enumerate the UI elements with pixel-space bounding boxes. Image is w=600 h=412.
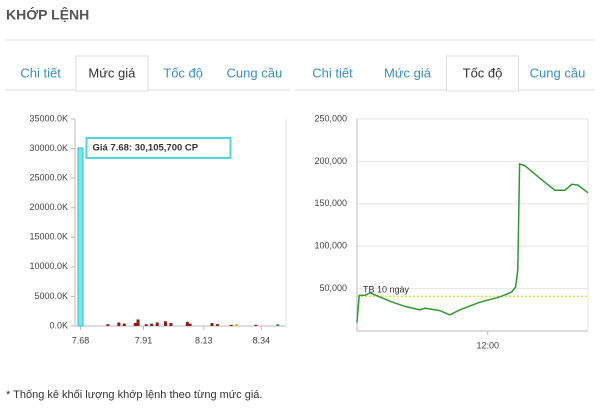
- x-tick-label: 7.68: [72, 335, 90, 345]
- bar[interactable]: [155, 322, 159, 326]
- y-tick-label: 35000.0K: [29, 113, 68, 123]
- tab[interactable]: Cung cầu: [530, 65, 586, 80]
- x-tick-label: 8.13: [195, 335, 213, 345]
- active-tab: [75, 55, 149, 92]
- line: [356, 162, 589, 323]
- bar[interactable]: [117, 322, 121, 326]
- tab[interactable]: Cung cầu: [227, 65, 283, 80]
- bar[interactable]: [106, 324, 110, 326]
- x-tick-label: 7.91: [135, 335, 153, 345]
- bar[interactable]: [215, 324, 219, 326]
- bar[interactable]: [276, 324, 280, 326]
- y-tick-label: 50,000: [319, 283, 347, 293]
- y-tick-label: 150,000: [314, 198, 347, 208]
- y-tick-label: 20000.0K: [29, 202, 68, 212]
- y-tick-label: 5000.0K: [34, 291, 68, 301]
- y-tick-label: 30000.0K: [29, 143, 68, 153]
- bar[interactable]: [150, 323, 154, 326]
- bar[interactable]: [185, 321, 189, 326]
- footnote: * Thống kê khối lượng khớp lệnh theo từn…: [6, 389, 262, 401]
- bar[interactable]: [77, 147, 84, 327]
- bar[interactable]: [144, 324, 148, 326]
- y-tick-label: 15000.0K: [29, 232, 68, 242]
- y-tick-label: 100,000: [314, 241, 347, 251]
- bar[interactable]: [210, 323, 214, 326]
- tooltip-box: [85, 136, 232, 159]
- y-tick-label: 25000.0K: [29, 173, 68, 183]
- bar[interactable]: [133, 323, 137, 326]
- bar[interactable]: [188, 323, 192, 326]
- y-tick-label: 200,000: [314, 156, 347, 166]
- tab[interactable]: Tốc độ: [163, 65, 203, 80]
- page-title: KHỚP LỆNH: [6, 6, 89, 23]
- bar[interactable]: [163, 321, 167, 326]
- bar[interactable]: [254, 324, 258, 326]
- y-tick-label: 10000.0K: [29, 261, 68, 271]
- bar[interactable]: [229, 324, 233, 326]
- x-tick-label: 12:00: [476, 340, 499, 350]
- bar[interactable]: [169, 323, 173, 326]
- y-tick-label: 250,000: [314, 113, 347, 123]
- tab[interactable]: Tốc độ: [463, 65, 503, 80]
- tab[interactable]: Chi tiết: [20, 65, 61, 80]
- bar[interactable]: [235, 324, 239, 326]
- bar[interactable]: [136, 319, 140, 326]
- tab[interactable]: Mức giá: [88, 65, 136, 80]
- x-tick-label: 8.34: [253, 335, 271, 345]
- active-tab: [446, 55, 519, 92]
- y-tick-label: 0.0K: [49, 320, 68, 330]
- bar[interactable]: [122, 323, 126, 326]
- tooltip-text: Giá 7.68: 30,105,700 CP: [92, 142, 198, 153]
- tab[interactable]: Mức giá: [384, 65, 432, 80]
- reference-label: TB 10 ngày: [363, 285, 410, 295]
- tab[interactable]: Chi tiết: [312, 65, 353, 80]
